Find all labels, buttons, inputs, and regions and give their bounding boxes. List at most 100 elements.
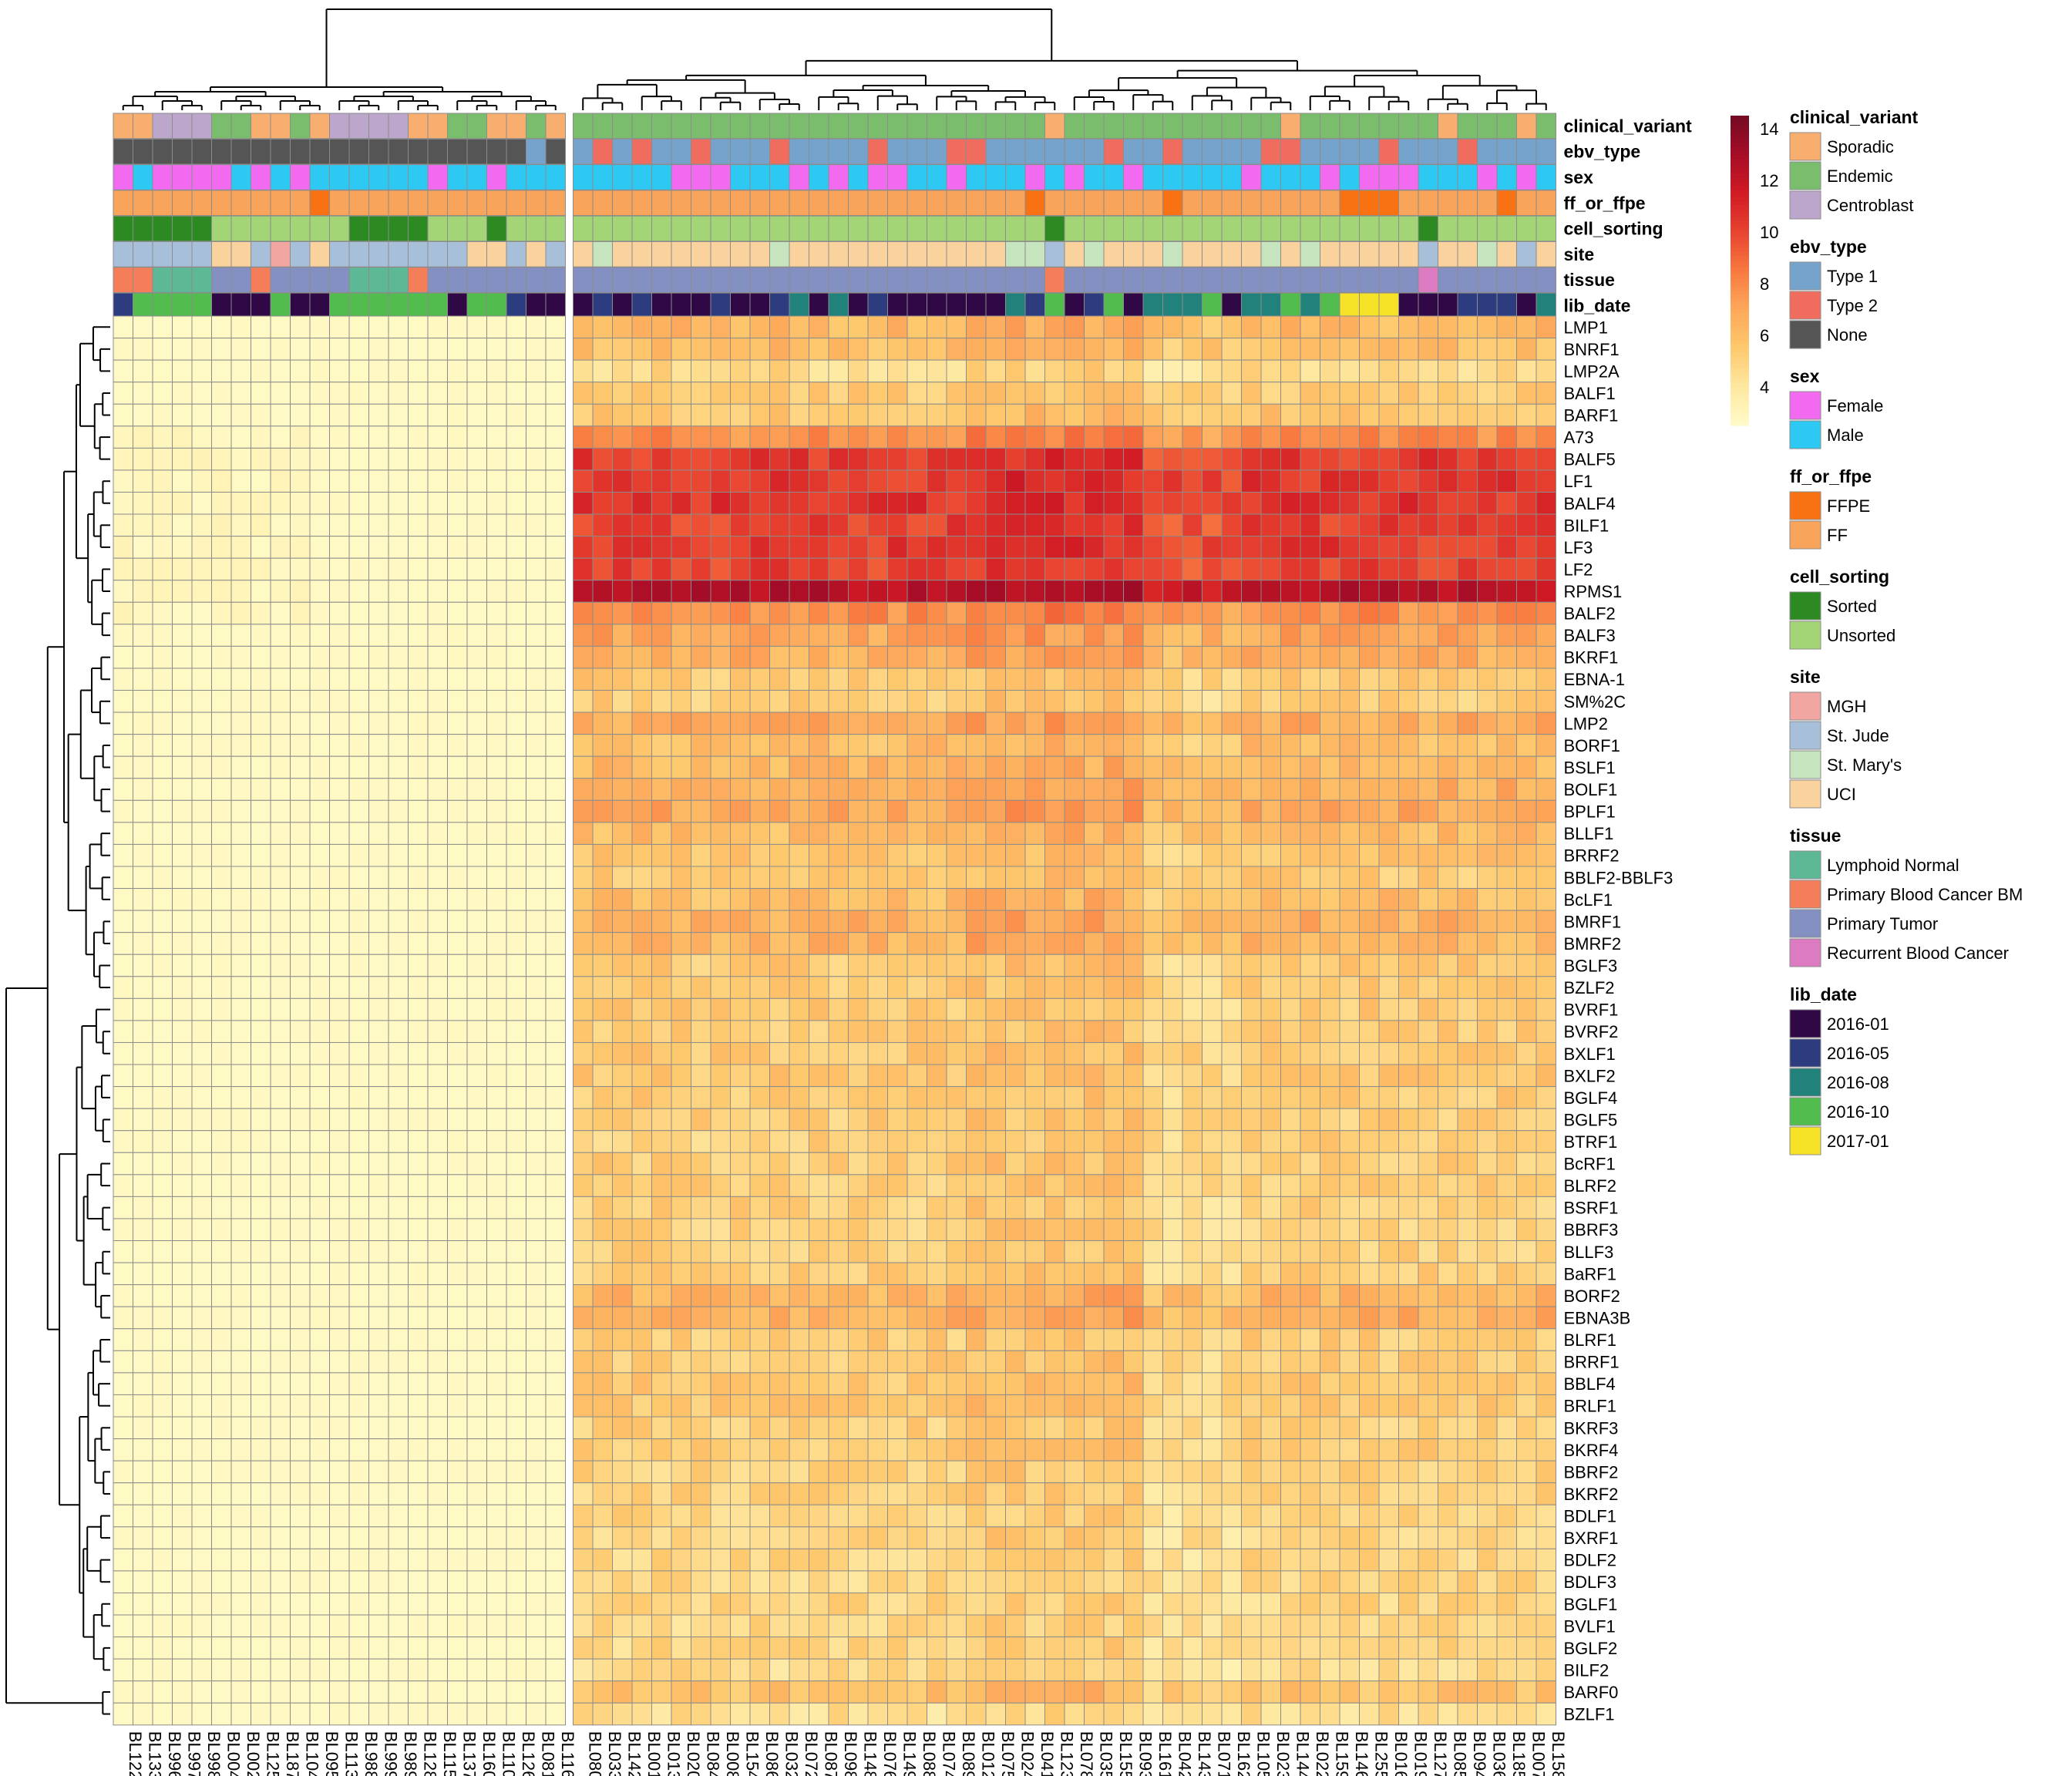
heatmap-cell xyxy=(113,403,133,427)
heatmap-cell xyxy=(211,932,232,955)
heatmap-cell xyxy=(1084,491,1105,515)
heatmap-cell xyxy=(1438,799,1458,823)
heatmap-cell xyxy=(1103,1218,1124,1242)
heatmap-cell xyxy=(809,711,829,735)
heatmap-cell xyxy=(1064,1460,1085,1484)
heatmap-cell xyxy=(1457,1174,1478,1197)
heatmap-cell xyxy=(1378,866,1399,890)
heatmap-cell xyxy=(730,403,751,427)
heatmap-cell xyxy=(1123,1130,1144,1153)
heatmap-cell xyxy=(710,1372,731,1395)
heatmap-cell xyxy=(408,1041,429,1065)
annotation-cell xyxy=(1024,267,1045,293)
heatmap-cell xyxy=(573,976,594,999)
heatmap-cell xyxy=(545,1306,566,1330)
heatmap-cell xyxy=(906,668,927,691)
heatmap-cell xyxy=(1142,338,1163,361)
heatmap-cell xyxy=(1221,601,1242,625)
annotation-cell xyxy=(211,267,232,293)
heatmap-cell xyxy=(388,822,409,845)
heatmap-cell xyxy=(809,976,829,999)
heatmap-cell xyxy=(887,668,908,691)
heatmap-cell xyxy=(1084,315,1105,339)
heatmap-cell xyxy=(710,447,731,471)
annotation-cell xyxy=(388,164,409,190)
annotation-cell xyxy=(1398,267,1419,293)
annotation-cell xyxy=(710,292,731,319)
heatmap-cell xyxy=(1339,1064,1360,1088)
heatmap-cell xyxy=(1536,1306,1556,1330)
heatmap-cell xyxy=(133,1108,153,1132)
heatmap-cell xyxy=(211,843,232,867)
annotation-track-labels: clinical_variantebv_typesexff_or_ffpecel… xyxy=(1564,116,1693,315)
annotation-cell xyxy=(1536,292,1556,319)
annotation-cell xyxy=(1516,113,1537,140)
heatmap-cell xyxy=(506,799,526,823)
heatmap-cell xyxy=(545,778,566,801)
heatmap-cell xyxy=(887,1284,908,1307)
annotation-cell xyxy=(966,190,987,217)
annotation-cell xyxy=(270,113,291,140)
heatmap-cell xyxy=(1260,690,1281,713)
heatmap-cell xyxy=(1260,997,1281,1021)
heatmap-cell xyxy=(329,491,350,515)
heatmap-cell xyxy=(1142,469,1163,493)
heatmap-cell xyxy=(427,624,448,647)
heatmap-cell xyxy=(211,1086,232,1109)
heatmap-cell xyxy=(290,690,311,713)
heatmap-cell xyxy=(769,1284,790,1307)
heatmap-cell xyxy=(526,315,547,339)
heatmap-cell xyxy=(985,932,1006,955)
heatmap-cell xyxy=(789,755,809,779)
heatmap-cell xyxy=(1280,1416,1301,1440)
annotation-cell xyxy=(1221,241,1242,267)
heatmap-cell xyxy=(270,1218,291,1242)
heatmap-cell xyxy=(809,1306,829,1330)
heatmap-cell xyxy=(251,910,271,933)
heatmap-cell xyxy=(251,315,271,339)
heatmap-cell xyxy=(1084,711,1105,735)
heatmap-cell xyxy=(1182,382,1202,405)
heatmap-cell xyxy=(573,359,594,383)
heatmap-cell xyxy=(1359,866,1380,890)
heatmap-cell xyxy=(1064,1394,1085,1418)
heatmap-cell xyxy=(526,690,547,713)
annotation-cell xyxy=(1339,190,1360,217)
heatmap-cell xyxy=(427,403,448,427)
heatmap-cell xyxy=(1378,624,1399,647)
heatmap-cell xyxy=(691,1262,711,1286)
heatmap-cell xyxy=(1339,799,1360,823)
heatmap-cell xyxy=(486,1086,507,1109)
heatmap-cell xyxy=(348,910,369,933)
annotation-cell xyxy=(1378,292,1399,319)
heatmap-cell xyxy=(211,1372,232,1395)
annotation-cell xyxy=(1162,190,1183,217)
heatmap-cell xyxy=(545,403,566,427)
annotation-cell xyxy=(691,241,711,267)
heatmap-cell xyxy=(1162,1041,1183,1065)
heatmap-cell xyxy=(1084,932,1105,955)
heatmap-cell xyxy=(309,997,330,1021)
annotation-cell xyxy=(251,164,271,190)
annotation-cell xyxy=(573,164,594,190)
heatmap-cell xyxy=(1162,513,1183,537)
annotation-cell xyxy=(1005,164,1026,190)
annotation-cell xyxy=(1516,190,1537,217)
annotation-cell xyxy=(769,113,790,140)
heatmap-cell xyxy=(1418,1130,1438,1153)
heatmap-cell xyxy=(486,1504,507,1528)
heatmap-cell xyxy=(230,668,251,691)
heatmap-cell xyxy=(789,690,809,713)
heatmap-cell xyxy=(230,513,251,537)
heatmap-cell xyxy=(191,755,212,779)
heatmap-cell xyxy=(612,799,633,823)
heatmap-cell xyxy=(388,1416,409,1440)
heatmap-cell xyxy=(985,447,1006,471)
annotation-cell xyxy=(1123,292,1144,319)
heatmap-cell xyxy=(1064,1020,1085,1043)
heatmap-cell xyxy=(1241,711,1262,735)
heatmap-cell xyxy=(828,1482,849,1505)
heatmap-cell xyxy=(290,734,311,757)
heatmap-cell xyxy=(466,1262,487,1286)
heatmap-cell xyxy=(887,536,908,559)
